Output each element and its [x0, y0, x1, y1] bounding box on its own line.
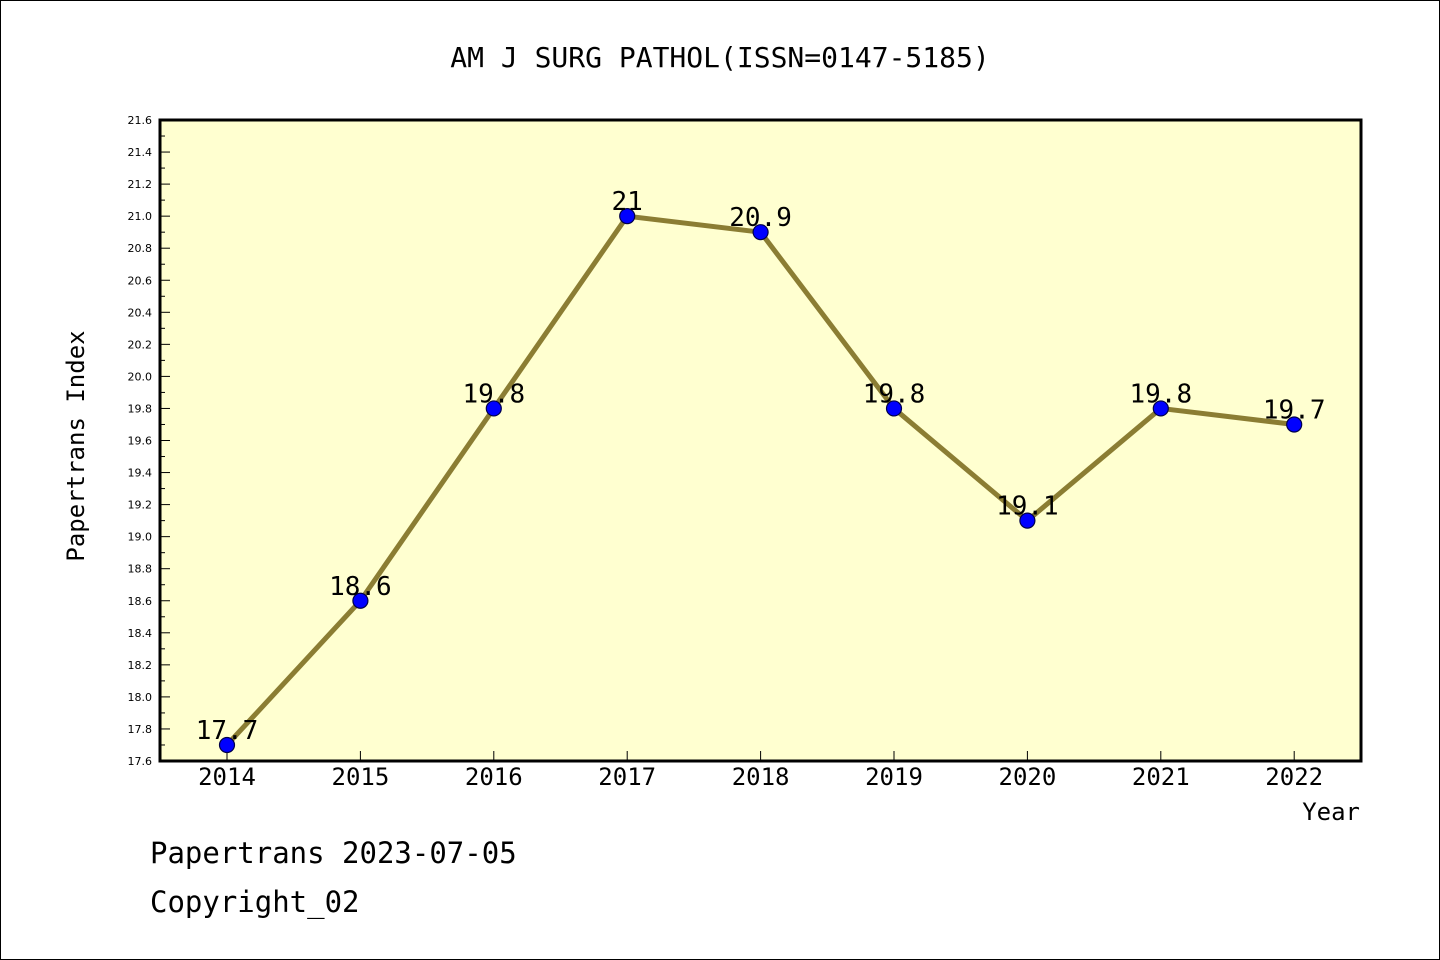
y-axis-label: Papertrans Index [62, 330, 90, 561]
data-point [752, 224, 769, 241]
data-point [885, 400, 903, 417]
x-axis-label: Year [1302, 798, 1360, 826]
footer-copyright: Copyright_02 [150, 885, 360, 919]
x-tick-label: 2022 [1265, 763, 1323, 791]
data-label: 20.9 [729, 203, 792, 233]
x-tick-label: 2020 [999, 763, 1057, 791]
data-label: 19.8 [863, 379, 926, 409]
y-tick-label: 20.2 [128, 338, 153, 351]
x-tick-label: 2015 [332, 763, 390, 791]
y-tick-label: 20.4 [128, 306, 153, 319]
data-point [1286, 416, 1303, 433]
x-tick-label: 2016 [465, 763, 523, 791]
data-label: 19.7 [1263, 395, 1326, 425]
x-tick-label: 2014 [198, 763, 256, 791]
y-tick-label: 20.8 [128, 242, 153, 255]
x-tick-label: 2017 [598, 763, 656, 791]
y-tick-label: 18.8 [128, 563, 153, 576]
y-tick-label: 18.0 [128, 691, 153, 704]
y-tick-label: 21.0 [128, 210, 153, 223]
data-label: 19.8 [1129, 379, 1192, 409]
data-point [218, 736, 236, 754]
plot-border [158, 118, 1363, 763]
data-label: 21 [612, 187, 643, 217]
y-tick-label: 19.4 [128, 467, 153, 480]
y-tick-label: 19.8 [128, 402, 153, 415]
y-tick-label: 20.6 [128, 274, 153, 287]
x-tick-label: 2021 [1132, 763, 1190, 791]
y-tick-label: 18.4 [128, 627, 153, 640]
data-point [485, 400, 502, 417]
y-tick-label: 17.6 [128, 755, 153, 768]
data-label: 19.1 [996, 492, 1059, 522]
footer-date: Papertrans 2023-07-05 [150, 836, 517, 870]
y-tick-label: 19.2 [128, 499, 153, 512]
data-point [619, 208, 636, 225]
x-tick-label: 2019 [865, 763, 923, 791]
data-point [1152, 400, 1169, 417]
series-line-group: 17.7 18.6 19.8 21 20.9 19.8 19.1 19.8 19.7 [196, 187, 1326, 754]
y-tick-label: 18.2 [128, 659, 153, 672]
x-axis: 2014 2015 2016 2017 2018 2019 2020 2021 2022 [198, 751, 1323, 791]
y-tick-label: 20.0 [128, 370, 153, 383]
data-point [352, 592, 369, 609]
data-label: 17.7 [196, 716, 259, 746]
data-label: 19.8 [462, 379, 525, 409]
data-point [1019, 512, 1036, 529]
y-tick-label: 21.6 [128, 114, 153, 127]
y-tick-label: 17.8 [128, 723, 153, 736]
x-tick-label: 2018 [732, 763, 790, 791]
y-tick-label: 21.4 [128, 146, 153, 159]
y-tick-label: 19.6 [128, 435, 153, 448]
y-axis: 17.6 17.8 18.0 18.2 18.4 18.6 18.8 19.0 19.2 19.4… [128, 114, 170, 768]
y-tick-label: 21.2 [128, 178, 153, 191]
y-tick-label: 19.0 [128, 531, 153, 544]
data-label: 18.6 [329, 572, 392, 602]
chart-title: AM J SURG PATHOL(ISSN=0147-5185) [450, 41, 989, 74]
y-tick-label: 18.6 [128, 595, 153, 608]
